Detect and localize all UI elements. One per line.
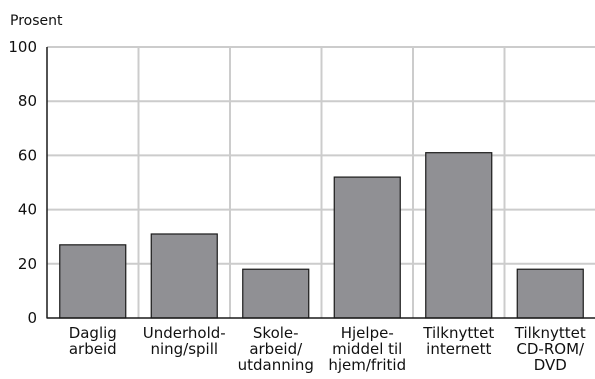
bar-6 [516, 268, 584, 319]
category-label-6-line-1: Tilknyttet [514, 324, 586, 342]
y-tick-label-60: 60 [18, 146, 37, 164]
y-tick-label-100: 100 [8, 38, 37, 56]
category-label-5-line-1: Tilknyttet [422, 324, 494, 342]
bar-2 [150, 233, 218, 319]
bar-4 [333, 176, 401, 319]
bar-1 [59, 244, 127, 319]
category-label-2-line-2: ning/spill [150, 340, 218, 358]
category-label-3-line-3: utdanning [238, 356, 314, 374]
category-label-4-line-2: middel til [332, 340, 402, 358]
bar-5 [425, 152, 493, 319]
category-label-6-line-2: CD-ROM/ [516, 340, 585, 358]
y-tick-label-80: 80 [18, 92, 37, 110]
grid-layer [47, 46, 595, 318]
y-axis-unit-label: Prosent [10, 13, 63, 29]
category-label-5-line-2: internett [426, 340, 491, 358]
category-label-3-line-2: arbeid/ [249, 340, 303, 358]
y-tick-label-40: 40 [18, 201, 37, 219]
category-label-6-line-3: DVD [534, 356, 567, 374]
y-tick-label-0: 0 [27, 309, 37, 327]
category-label-1-line-2: arbeid [69, 340, 117, 358]
category-label-3-line-1: Skole- [253, 324, 299, 342]
category-label-4-line-1: Hjelpe- [341, 324, 394, 342]
y-tick-label-20: 20 [18, 255, 37, 273]
category-label-2-line-1: Underhold- [143, 324, 226, 342]
axis-layer [46, 47, 595, 319]
category-label-4-line-3: hjem/fritid [328, 356, 406, 374]
bar-3 [242, 268, 310, 319]
category-label-1-line-1: Daglig [69, 324, 117, 342]
